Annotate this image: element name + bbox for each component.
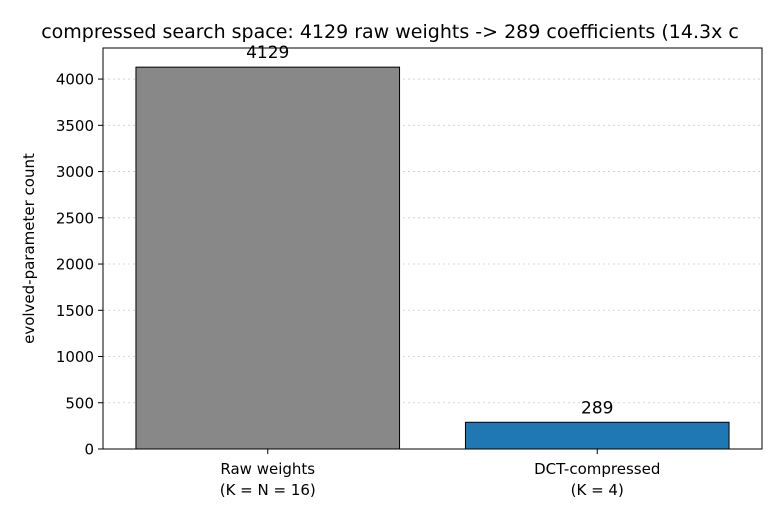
bar-data-label: 289 (581, 398, 613, 418)
x-tick-label: Raw weights (220, 460, 315, 478)
bar (135, 66, 401, 450)
y-tick-label: 4000 (56, 71, 94, 89)
y-tick-label: 1500 (56, 302, 94, 320)
y-tick-label: 3500 (56, 117, 94, 135)
x-tick-label: (K = N = 16) (220, 481, 316, 499)
x-tick-label: (K = 4) (571, 481, 624, 499)
y-tick-label: 500 (65, 394, 94, 412)
y-tick-label: 0 (84, 441, 94, 459)
y-tick-label: 1000 (56, 348, 94, 366)
x-axis-ticks: Raw weights (K = N = 16) DCT-compressed (K … (220, 449, 660, 499)
y-axis-label: evolved-parameter count (20, 153, 38, 344)
x-tick-label: DCT-compressed (534, 460, 660, 478)
y-tick-label: 2000 (56, 256, 94, 274)
y-axis-ticks: 0 500 1000 1500 2000 2500 3000 3500 4000 (56, 71, 103, 459)
bars (135, 66, 730, 450)
y-tick-label: 3000 (56, 163, 94, 181)
chart-title: compressed search space: 4129 raw weight… (41, 21, 739, 43)
bar (464, 421, 730, 450)
plot-frame (102, 47, 763, 450)
bar-data-label: 4129 (246, 43, 289, 63)
y-tick-label: 2500 (56, 209, 94, 227)
